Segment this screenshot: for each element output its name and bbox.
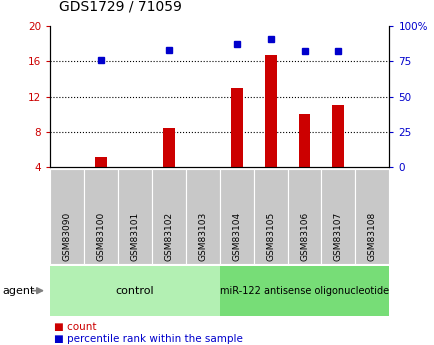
Text: control: control: [115, 286, 154, 296]
Text: ■ count: ■ count: [54, 322, 97, 332]
Text: GSM83105: GSM83105: [266, 212, 274, 261]
Text: GDS1729 / 71059: GDS1729 / 71059: [59, 0, 181, 14]
Text: GSM83090: GSM83090: [62, 212, 71, 261]
Bar: [332, 106, 344, 167]
Bar: [162, 128, 174, 167]
Bar: [264, 55, 276, 167]
Text: GSM83107: GSM83107: [333, 212, 342, 261]
Bar: [298, 114, 310, 167]
Text: GSM83104: GSM83104: [232, 212, 240, 261]
Text: agent: agent: [2, 286, 34, 296]
Text: GSM83100: GSM83100: [96, 212, 105, 261]
Text: GSM83101: GSM83101: [130, 212, 139, 261]
Bar: [95, 157, 107, 167]
Text: GSM83102: GSM83102: [164, 212, 173, 261]
Text: GSM83106: GSM83106: [299, 212, 308, 261]
Text: GSM83108: GSM83108: [367, 212, 376, 261]
Text: miR-122 antisense oligonucleotide: miR-122 antisense oligonucleotide: [220, 286, 388, 296]
Bar: [230, 88, 242, 167]
Text: GSM83103: GSM83103: [198, 212, 207, 261]
Text: ■ percentile rank within the sample: ■ percentile rank within the sample: [54, 334, 243, 344]
